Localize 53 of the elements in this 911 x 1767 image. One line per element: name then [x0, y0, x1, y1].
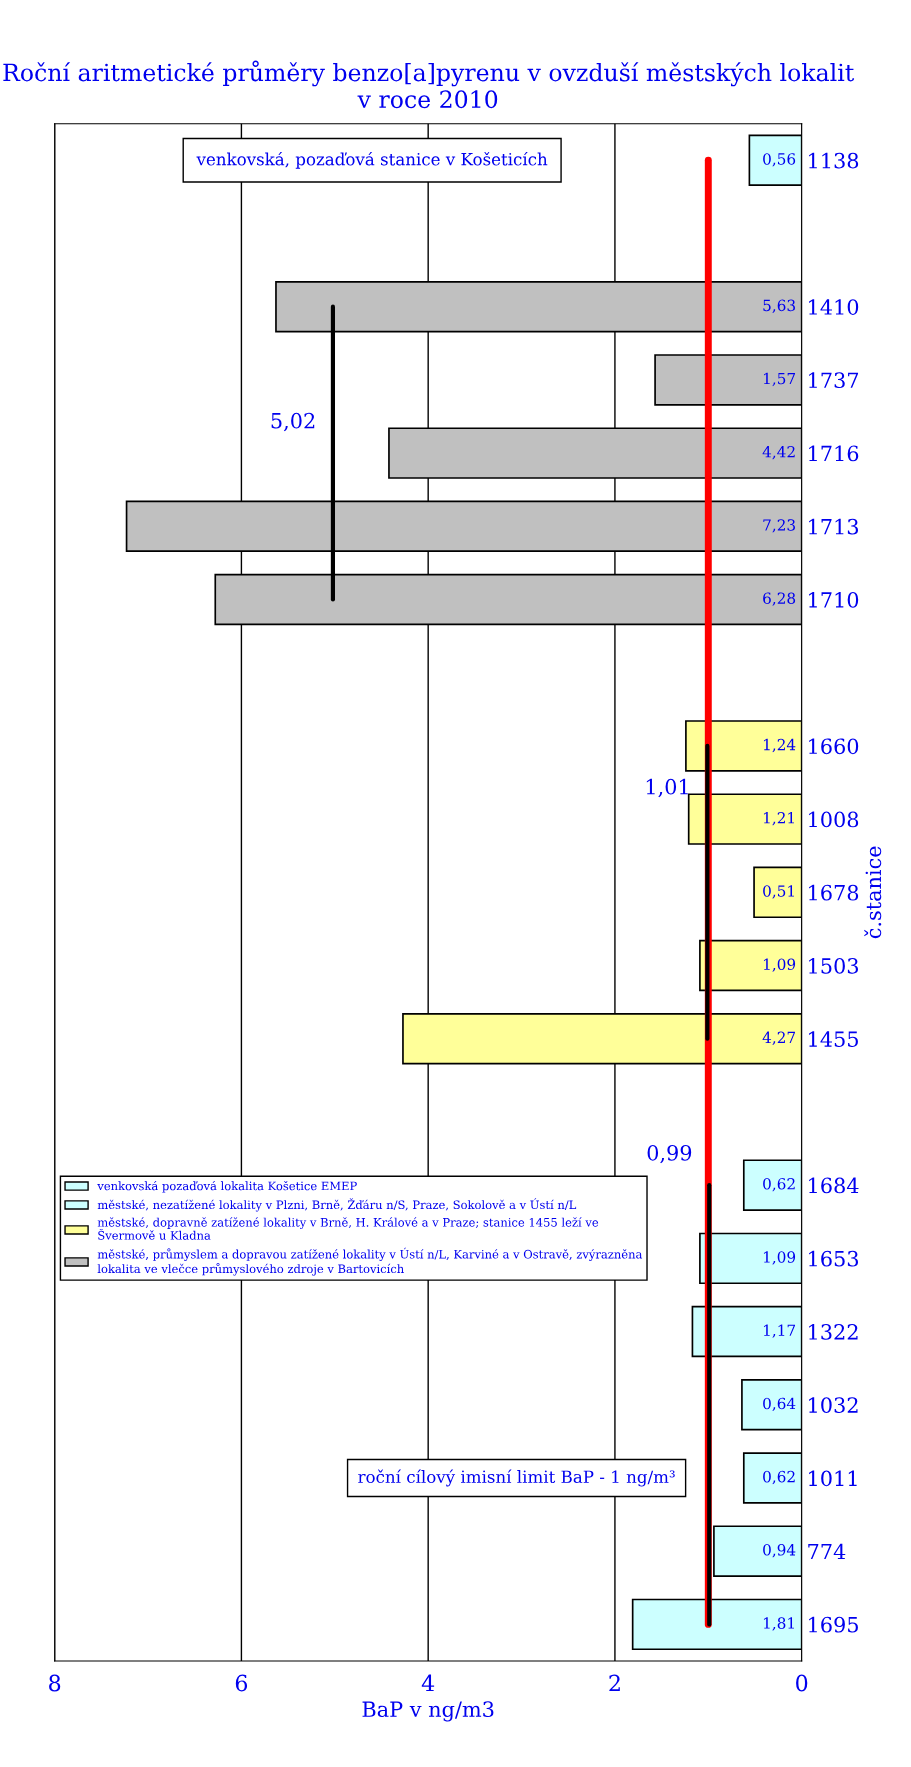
annotation: 5,02: [271, 412, 315, 432]
y-tick-label: 1138: [809, 152, 859, 169]
data-label: 0,62: [763, 1178, 795, 1192]
annotation: venkovská, pozaďová stanice v Košeticích: [196, 151, 548, 169]
legend-label: venkovská pozaďová lokalita Košetice EMEP: [97, 1180, 357, 1193]
data-label: 0,62: [763, 1470, 795, 1485]
y-tick-label: 1737: [809, 372, 859, 389]
data-label: 0,94: [763, 1544, 796, 1558]
y-tick-label: 1008: [809, 811, 859, 828]
y-tick-label: 1032: [809, 1397, 858, 1413]
data-label: 1,57: [763, 372, 796, 387]
data-label: 4,27: [762, 1031, 796, 1046]
data-label: 1,24: [763, 738, 796, 753]
ref-line-label: roční cílový imisní limit BaP - 1 ng/m³: [358, 1469, 675, 1487]
chart-title: Roční aritmetické průměry benzo[a]pyrenu v ovzduší městských lokalit v roce 2010: [3, 60, 855, 109]
y-tick-label: 1322: [809, 1324, 858, 1340]
y-tick-label: 1695: [809, 1616, 858, 1633]
legend-label: městské, nezatížené lokality v Plzni, Brně, Žďáru n/S, Praze, Sokolově a v Ústí n/L: [97, 1198, 577, 1212]
y-tick-label: 1660: [809, 738, 859, 755]
x-axis-title: BaP v ng/m3: [362, 1701, 494, 1722]
annotation: 1,01: [646, 778, 688, 798]
x-tick-label: 2: [609, 1674, 620, 1692]
y-tick-label: 1653: [809, 1250, 859, 1267]
y-tick-label: 1716: [809, 445, 859, 462]
legend-label: městské, průmyslem a dopravou zatížené lokality v Ústí n/L, Karviné a v Ostravě, zvýrazněna lokalita ve vlečce průmyslového zdroje v Bartovicích: [97, 1247, 643, 1276]
data-label: 1,09: [763, 1251, 796, 1265]
data-label: 0,56: [763, 153, 796, 167]
y-tick-label: 1684: [809, 1177, 859, 1194]
y-tick-label: 1678: [809, 884, 859, 901]
y-tick-label: 774: [808, 1543, 846, 1560]
x-tick-label: 8: [49, 1674, 61, 1692]
y-tick-label: 1710: [809, 591, 859, 608]
x-tick-label: 6: [235, 1674, 248, 1692]
data-label: 6,28: [763, 592, 796, 606]
data-label: 1,09: [763, 958, 796, 972]
data-label: 4,42: [762, 445, 795, 460]
legend-label: městské, dopravně zatížené lokality v Brně, H. Králové a v Praze; stanice 1455 leží ve Švermově u Kladna: [97, 1217, 599, 1240]
y-axis-title: č.stanice: [864, 846, 882, 939]
data-label: 1,17: [763, 1324, 796, 1338]
y-tick-label: 1410: [809, 299, 859, 315]
annotation: 0,99: [647, 1144, 692, 1164]
data-label: 7,23: [763, 519, 795, 533]
x-tick-label: 0: [796, 1674, 808, 1692]
data-label: 0,51: [763, 885, 794, 899]
y-tick-label: 1011: [809, 1470, 857, 1487]
x-tick-label: 4: [421, 1674, 435, 1692]
y-tick-label: 1455: [809, 1031, 858, 1047]
y-tick-label: 1713: [809, 518, 859, 535]
y-tick-label: 1503: [809, 957, 859, 974]
data-label: 1,21: [763, 812, 794, 826]
data-label: 1,81: [763, 1617, 794, 1631]
data-label: 5,63: [763, 299, 795, 313]
data-label: 0,64: [763, 1397, 796, 1412]
